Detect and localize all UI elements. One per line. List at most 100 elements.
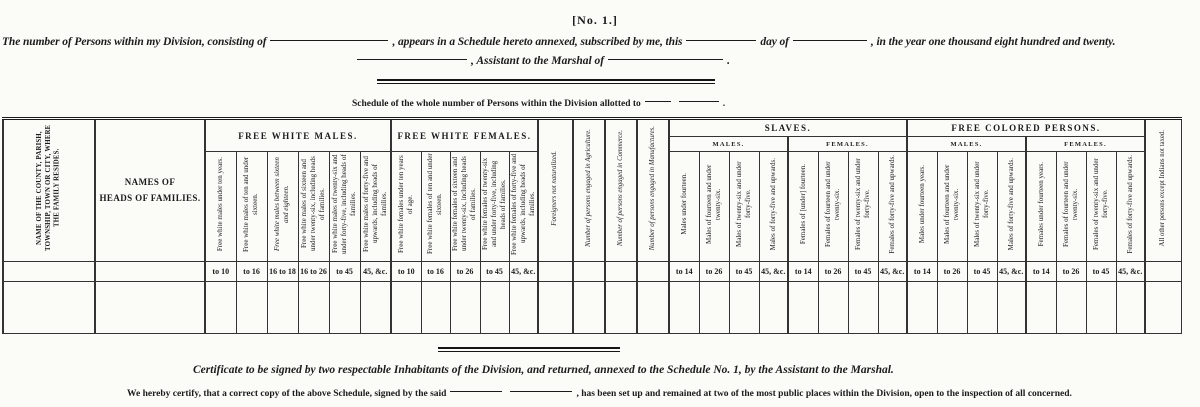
column-label-free-colored-persons: Males under fourteen years.	[906, 151, 938, 262]
entry-cell	[1025, 281, 1057, 334]
age-range-label: to 45	[847, 261, 879, 282]
column-manufactures: Number of persons engaged in Manufacture…	[636, 118, 670, 262]
schedule-caption: Schedule of the whole number of Persons …	[352, 99, 725, 109]
age-range-label: 45, &c.	[758, 261, 789, 282]
age-range-label: to 26	[817, 261, 849, 282]
column-label-slaves: Males under fourteen.	[668, 151, 700, 262]
age-range-label: to 10	[204, 261, 237, 282]
entry-cell	[204, 281, 237, 334]
subgroup-header-males: MALES.	[668, 136, 789, 152]
blank-line	[270, 39, 389, 43]
entry-cell-heads-of-families	[94, 281, 206, 334]
column-label-text: Females of fourteen and under twenty-six…	[1061, 161, 1079, 247]
column-label-free-white-females: Free white females of forty-five and upw…	[508, 151, 539, 262]
age-blank-heads-of-families	[94, 261, 206, 282]
entry-cell	[996, 281, 1027, 334]
entry-cell	[359, 281, 392, 334]
entry-cell	[235, 281, 268, 334]
column-label-free-colored-persons: Males of twenty-six and under forty-five…	[966, 151, 998, 262]
column-label-text: All other persons except Indians not tax…	[1158, 129, 1166, 247]
entry-cell	[508, 281, 539, 334]
column-label-text: Males under fourteen years.	[917, 164, 926, 244]
column-label-free-colored-persons: Females of fourteen and under twenty-six…	[1055, 151, 1087, 262]
entry-cell-agriculture	[572, 281, 606, 334]
age-blank-manufactures	[636, 261, 670, 282]
entry-cell	[877, 281, 908, 334]
entry-cell	[328, 281, 361, 334]
age-range-label: 45, &c.	[359, 261, 392, 282]
age-blank-foreigners	[537, 261, 574, 282]
column-label-text: Foreigners not naturalized.	[551, 150, 559, 226]
age-range-label: to 26	[1055, 261, 1087, 282]
column-label-free-colored-persons: Females of twenty-six and under forty-fi…	[1085, 151, 1117, 262]
entry-cell	[728, 281, 760, 334]
column-label-text: Number of persons engaged in Manufacture…	[648, 125, 656, 251]
column-label-free-white-males: Free white males of forty-five and upwar…	[359, 151, 392, 262]
entry-cell	[420, 281, 451, 334]
column-label-free-colored-persons: Males of fourteen and under twenty-six.	[936, 151, 968, 262]
column-label-slaves: Males of twenty-six and under forty-five…	[728, 151, 760, 262]
blank-line	[792, 39, 867, 43]
group-header-free-colored-persons: FREE COLORED PERSONS.	[906, 118, 1146, 137]
schedule-caption-text: Schedule of the whole number of Persons …	[352, 99, 641, 109]
column-label-text: Females of [under] fourteen.	[798, 163, 807, 245]
line2-period: .	[727, 55, 731, 67]
column-foreigners: Foreigners not naturalized.	[537, 118, 574, 262]
age-range-label: to 14	[906, 261, 938, 282]
column-label-text: Males of fourteen and under twenty-six.	[942, 164, 960, 244]
column-label-free-white-females: Free white females of ten and under sixt…	[420, 151, 451, 262]
column-county: NAME OF THE COUNTY, PARISH, TOWNSHIP, TO…	[2, 118, 96, 262]
column-label-text: Males under fourteen.	[679, 173, 688, 235]
column-label-free-white-males: Free white males of twenty-six and under…	[328, 151, 361, 262]
column-label-text: Free white males of forty-five and upwar…	[361, 156, 388, 252]
column-label-text: NAMES OF HEADS OF FAMILIES.	[99, 177, 201, 203]
table-row-entries	[2, 281, 1182, 334]
age-range-label: to 45	[479, 261, 510, 282]
age-range-label: 45, &c.	[1115, 261, 1146, 282]
table-row-group-headers: NAME OF THE COUNTY, PARISH, TOWNSHIP, TO…	[2, 118, 1182, 262]
certificate-note: Certificate to be signed by two respecta…	[193, 364, 894, 376]
column-label-free-white-females: Free white females of sixteen and under …	[449, 151, 481, 262]
entry-cell	[758, 281, 789, 334]
group-header-free-white-males: FREE WHITE MALES.	[204, 118, 392, 152]
entry-cell	[966, 281, 998, 334]
column-label-text: Free white females of sixteen and under …	[451, 156, 478, 252]
column-label-text: Females of forty-five and upwards.	[887, 154, 896, 254]
age-range-label: to 26	[698, 261, 730, 282]
column-label-text: Free white males between sixteen and eig…	[273, 157, 291, 251]
column-label-free-white-females: Free white females of twenty-six and und…	[479, 151, 510, 262]
entry-cell	[936, 281, 968, 334]
entry-cell	[817, 281, 849, 334]
column-label-text: Free white males of twenty-six and under…	[330, 154, 358, 254]
entry-cell	[1085, 281, 1117, 334]
group-header-free-white-females: FREE WHITE FEMALES.	[390, 118, 539, 152]
column-label-text: Males of twenty-six and under forty-five…	[972, 161, 990, 247]
age-range-label: to 14	[668, 261, 700, 282]
declaration-text-1: The number of Persons within my Division…	[2, 36, 267, 48]
entry-cell	[266, 281, 299, 334]
column-label-free-white-females: Free white females under ten years of ag…	[390, 151, 422, 262]
entry-cell	[1055, 281, 1087, 334]
entry-cell	[787, 281, 819, 334]
entry-cell-county	[2, 281, 96, 334]
entry-cell	[449, 281, 481, 334]
column-label-text: Number of persons engaged in Commerce.	[616, 129, 624, 247]
column-heads-of-families: NAMES OF HEADS OF FAMILIES.	[94, 118, 206, 262]
column-label-text: Females of fourteen and under twenty-six…	[823, 161, 841, 247]
age-range-label: 16 to 18	[266, 261, 299, 282]
declaration-text-3: day of	[760, 36, 789, 48]
entry-cell	[479, 281, 510, 334]
entry-cell-all-other-persons	[1144, 281, 1182, 334]
entry-cell	[698, 281, 730, 334]
declaration-text-2: , appears in a Schedule hereto annexed, …	[392, 36, 683, 48]
declaration-text-4: , in the year one thousand eight hundred…	[870, 36, 1116, 48]
column-label-text: Females under fourteen years.	[1036, 161, 1045, 247]
age-range-label: to 14	[787, 261, 819, 282]
subgroup-header-females: FEMALES.	[1025, 136, 1146, 152]
table-row-age-ranges: to 10 to 16 16 to 18 16 to 26 to 45 45, &c. to…	[2, 261, 1182, 282]
age-blank-county	[2, 261, 96, 282]
column-label-text: Free white males of ten and under sixtee…	[242, 156, 260, 252]
column-label-text: Females of twenty-six and under forty-fi…	[853, 158, 871, 250]
column-label-slaves: Females of forty-five and upwards.	[877, 151, 908, 262]
